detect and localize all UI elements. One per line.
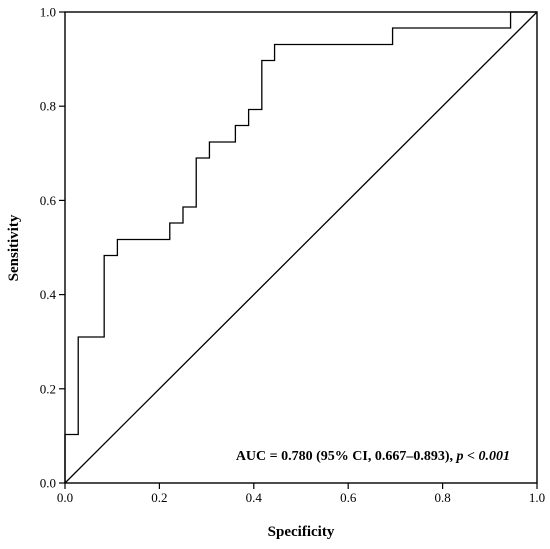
y-tick-label: 0.0 [40,476,56,491]
plot-frame [64,11,538,484]
auc-annotation: AUC = 0.780 (95% CI, 0.667–0.893), p < 0… [236,449,510,464]
auc-annotation-p-value: < 0.001 [467,449,510,464]
x-axis-title: Specificity [268,524,335,540]
y-tick-label: 0.2 [40,381,56,396]
y-tick-label: 1.0 [40,5,56,20]
y-tick-label: 0.6 [40,193,57,208]
y-tick-label: 0.8 [40,99,56,114]
x-tick-label: 0.2 [151,490,167,505]
series-group [64,11,538,484]
reference-diagonal-line [64,11,538,484]
x-tick-label: 0.6 [340,490,357,505]
y-tick-label: 0.4 [40,287,57,302]
x-tick-label: 0.4 [246,490,263,505]
roc-curve-line [64,11,537,483]
y-axis-title: Sensitivity [6,214,22,281]
tick-group: 0.0 0.2 0.4 0.6 0.8 1.0 0.0 0.2 0.4 0.6 0.8 1.0 [40,5,545,506]
auc-annotation-main: AUC = 0.780 (95% CI, 0.667–0.893), [236,449,453,464]
auc-annotation-p: p [456,449,464,464]
x-tick-label: 0.0 [57,490,73,505]
x-tick-label: 1.0 [529,490,545,505]
x-tick-label: 0.8 [434,490,450,505]
